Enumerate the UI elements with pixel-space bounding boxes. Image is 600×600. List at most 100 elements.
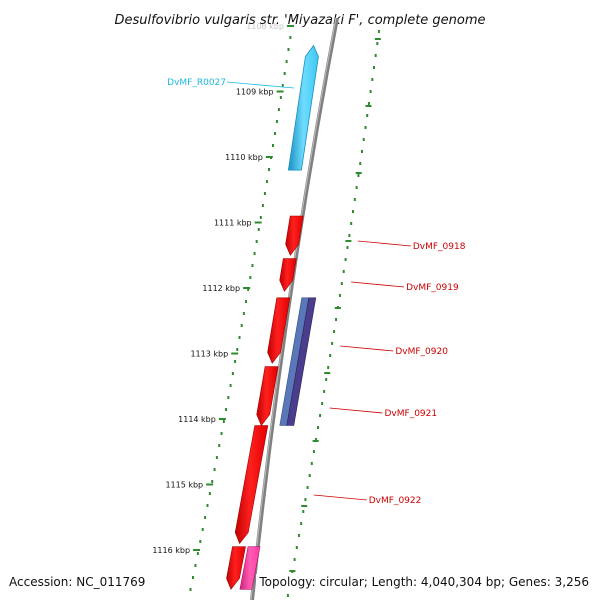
inner-ring-dot <box>267 168 270 171</box>
genome-backbone-highlight <box>250 17 337 600</box>
feature-bar-purple[interactable] <box>286 297 317 426</box>
gene-label[interactable]: DvMF_0918 <box>413 242 466 252</box>
outer-ring-major-tick <box>355 172 362 174</box>
ruler-tick-label: 1113 kbp <box>190 350 228 359</box>
outer-ring-dot <box>331 342 334 345</box>
outer-ring-major-tick <box>334 307 341 309</box>
inner-ring-dot <box>277 108 280 111</box>
outer-ring-dot <box>338 294 341 297</box>
topology-info: Topology: circular; Length: 4,040,304 bp… <box>256 574 592 590</box>
outer-ring-dot <box>369 90 372 93</box>
inner-ring-dot <box>227 396 230 399</box>
ruler-major-tick <box>193 549 201 551</box>
inner-ring-dot <box>204 516 207 519</box>
inner-ring-dot <box>215 456 218 459</box>
inner-ring-dot <box>220 432 223 435</box>
gene-arrow-cds[interactable] <box>285 215 304 256</box>
gene-arrow-cds[interactable] <box>234 425 269 545</box>
outer-ring-dot <box>353 198 356 201</box>
outer-ring-dot <box>297 534 300 537</box>
feature-bar-pink[interactable] <box>239 546 261 590</box>
inner-ring-dot <box>218 444 221 447</box>
gene-label[interactable]: DvMF_R0027 <box>167 78 226 88</box>
outer-ring-major-tick <box>312 440 319 442</box>
inner-ring-dot <box>238 336 241 339</box>
gene-label[interactable]: DvMF_0920 <box>395 347 448 357</box>
inner-ring-dot <box>263 192 266 195</box>
outer-ring-dot <box>352 210 355 213</box>
inner-ring-dot <box>257 228 260 231</box>
outer-ring-dot <box>319 414 322 417</box>
gene-arrow-cds[interactable] <box>267 297 291 364</box>
inner-ring-dot <box>234 360 237 363</box>
inner-ring-dot <box>253 252 256 255</box>
outer-ring-dot <box>340 282 343 285</box>
gene-labels: DvMF_R0027 DvMF_0918 DvMF_0919 DvMF_0920 DvM… <box>167 78 466 506</box>
gene-arrow-rna[interactable] <box>287 44 319 171</box>
inner-ring-dot <box>189 588 192 591</box>
ruler-tick-label: 1114 kbp <box>178 415 216 424</box>
outer-ring-dot <box>346 246 349 249</box>
outer-ring-dot <box>317 426 320 429</box>
inner-ring-dot <box>249 276 252 279</box>
outer-ring-dot <box>302 510 305 513</box>
gene-arrow-cds[interactable] <box>226 546 246 590</box>
inner-ring-dot <box>211 480 214 483</box>
outer-ring-dot <box>376 42 379 45</box>
outer-ring-dot <box>357 174 360 177</box>
ruler-tick-label: 1112 kbp <box>202 284 240 293</box>
ruler-major-tick <box>286 25 294 27</box>
gene-arrow-cds[interactable] <box>256 366 279 427</box>
inner-ring-dot <box>199 540 202 543</box>
inner-ring-dot <box>273 132 276 135</box>
ruler-tick-label: 1109 kbp <box>236 88 274 97</box>
outer-ring-dot <box>335 318 338 321</box>
ruler-tick-label: 1116 kbp <box>152 546 190 555</box>
outer-ring-dot <box>367 102 370 105</box>
inner-ring-dot <box>229 384 232 387</box>
outer-ring-dot <box>314 438 317 441</box>
gene-track <box>226 44 319 590</box>
gene-label-leader <box>340 345 394 352</box>
inner-ring-dot <box>194 564 197 567</box>
inner-ring-dot <box>225 408 228 411</box>
inner-ring-dot <box>275 120 278 123</box>
ruler-tick-label: 1108 kbp <box>246 22 284 31</box>
accession-info: Accession: NC_011769 <box>6 574 149 590</box>
outer-ring-dot <box>377 30 380 33</box>
outer-ring-major-tick <box>374 38 381 40</box>
gene-label[interactable]: DvMF_0919 <box>406 283 459 293</box>
ruler-major-tick <box>265 156 273 158</box>
gene-label[interactable]: DvMF_0922 <box>369 496 422 506</box>
inner-ring-dot <box>196 552 199 555</box>
inner-ring-dot <box>245 300 248 303</box>
outer-ring-dot <box>300 522 303 525</box>
gene-label-leader <box>357 240 411 247</box>
ruler-major-tick <box>243 287 251 289</box>
outer-ring-dot <box>342 270 345 273</box>
inner-ring-dot <box>213 468 216 471</box>
outer-ring-major-tick <box>365 105 372 107</box>
outer-ring-major-tick <box>289 570 296 572</box>
map-title: Desulfovibrio vulgaris str. 'Miyazaki F'… <box>114 13 485 28</box>
gene-label[interactable]: DvMF_0921 <box>385 409 438 419</box>
inner-ring-dot <box>287 48 290 51</box>
gene-arrow-cds[interactable] <box>279 258 297 292</box>
outer-ring-dot <box>308 474 311 477</box>
outer-ring-dot <box>344 258 347 261</box>
inner-ring-dot <box>247 288 250 291</box>
feature-track <box>239 297 317 590</box>
outer-ring-dot <box>350 222 353 225</box>
inner-ring-dot <box>191 576 194 579</box>
ruler-labels: 1108 kbp 1109 kbp 1110 kbp 1111 kbp 1112 kbp… <box>152 22 294 555</box>
ruler-major-tick <box>276 90 284 93</box>
outer-ring-dot <box>366 114 369 117</box>
inner-tick-ring <box>189 36 292 591</box>
gene-label-leader <box>226 81 295 89</box>
ruler-major-tick <box>231 352 239 355</box>
outer-ring-dot <box>373 66 376 69</box>
outer-ring-dot <box>295 546 298 549</box>
inner-ring-dot <box>259 216 262 219</box>
outer-ring-major-tick <box>324 372 331 374</box>
gene-label-leader <box>313 494 367 501</box>
